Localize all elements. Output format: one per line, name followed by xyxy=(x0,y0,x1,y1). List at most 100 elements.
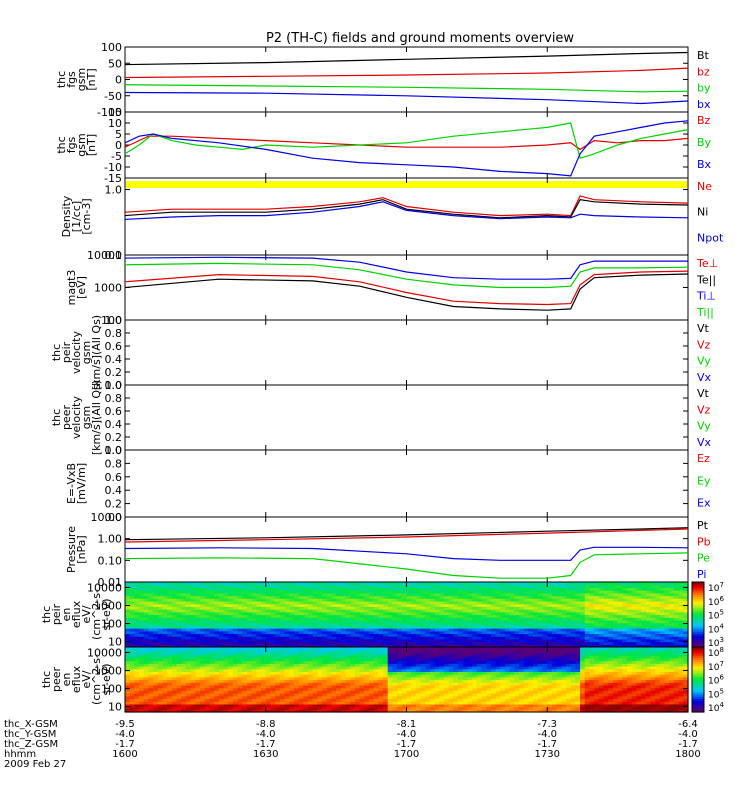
spectrogram-cell xyxy=(322,633,328,637)
spectrogram-cell xyxy=(664,600,670,605)
spectrogram-cell xyxy=(214,703,220,708)
spectrogram-cell xyxy=(171,679,178,683)
spectrogram-cell xyxy=(157,693,164,697)
spectrogram-cell xyxy=(472,636,478,640)
spectrogram-cell xyxy=(631,625,637,629)
spectrogram-cell xyxy=(303,695,309,700)
spectrogram-cell xyxy=(265,671,272,675)
spectrogram-cell xyxy=(223,709,229,713)
spectrogram-cell xyxy=(500,609,506,613)
spectrogram-cell xyxy=(566,595,572,599)
spectrogram-cell xyxy=(397,630,403,635)
spectrogram-cell xyxy=(157,665,164,670)
spectrogram-cell xyxy=(265,630,272,635)
spectrogram-cell xyxy=(218,709,225,713)
spectrogram-cell xyxy=(223,590,229,594)
spectrogram-cell xyxy=(190,584,196,589)
spectrogram-cell xyxy=(467,600,473,605)
spectrogram-cell xyxy=(153,687,159,691)
spectrogram-cell xyxy=(490,611,497,616)
spectrogram-cell xyxy=(195,592,201,597)
spectrogram-cell xyxy=(190,625,196,629)
spectrogram-cell xyxy=(429,655,436,659)
spectrogram-cell xyxy=(162,628,168,632)
spectrogram-cell xyxy=(612,619,619,624)
spectrogram-cell xyxy=(246,703,253,708)
spectrogram-cell xyxy=(392,598,398,602)
spectrogram-cell xyxy=(570,595,576,599)
spectrogram-cell xyxy=(631,587,637,591)
spectrogram-cell xyxy=(641,590,647,594)
spectrogram-cell xyxy=(270,630,276,635)
spectrogram-cell xyxy=(209,638,215,643)
spectrogram-cell xyxy=(232,582,239,586)
spectrogram-cell xyxy=(176,660,182,664)
spectrogram-cell xyxy=(275,592,281,597)
spectrogram-cell xyxy=(171,698,178,702)
spectrogram-cell xyxy=(242,647,248,651)
spectrogram-cell xyxy=(439,676,445,681)
spectrogram-cell xyxy=(148,641,154,645)
spectrogram-cell xyxy=(350,617,356,621)
spectrogram-cell xyxy=(298,695,304,700)
spectrogram-cell xyxy=(256,622,262,626)
spectrogram-cell xyxy=(673,590,680,594)
spectrogram-cell xyxy=(270,665,276,670)
spectrogram-cell xyxy=(251,628,257,632)
spectrogram-cell xyxy=(420,628,426,632)
spectrogram-cell xyxy=(232,617,239,621)
spectrogram-cell xyxy=(383,703,389,708)
spectrogram-cell xyxy=(228,657,234,662)
spectrogram-cell xyxy=(139,655,145,659)
spectrogram-cell xyxy=(397,684,403,689)
spectrogram-cell xyxy=(167,684,173,689)
spectrogram-cell xyxy=(265,644,272,648)
spectrogram-cell xyxy=(486,625,492,629)
spectrogram-cell xyxy=(467,619,473,624)
spectrogram-cell xyxy=(368,625,375,629)
spectrogram-cell xyxy=(659,611,666,616)
spectrogram-cell xyxy=(148,582,154,586)
spectrogram-cell xyxy=(570,584,576,589)
spectrogram-cell xyxy=(631,606,637,610)
spectrogram-cell xyxy=(434,695,440,700)
spectrogram-cell xyxy=(359,709,365,713)
spectrogram-cell xyxy=(458,668,464,672)
spectrogram-cell xyxy=(134,668,140,672)
spectrogram-cell xyxy=(157,595,164,599)
spectrogram-cell xyxy=(420,665,426,670)
spectrogram-cell xyxy=(176,619,182,624)
spectrogram-cell xyxy=(603,598,609,602)
spectrogram-cell xyxy=(551,628,558,632)
spectrogram-cell xyxy=(547,582,553,586)
y-tick-label: 50 xyxy=(108,57,122,70)
spectrogram-cell xyxy=(364,676,370,681)
spectrogram-cell xyxy=(261,598,267,602)
spectrogram-cell xyxy=(406,665,412,670)
spectrogram-cell xyxy=(401,695,408,700)
spectrogram-cell xyxy=(223,582,229,586)
spectrogram-cell xyxy=(401,676,408,681)
spectrogram-cell xyxy=(270,693,276,697)
spectrogram-cell xyxy=(298,690,304,694)
spectrogram-cell xyxy=(612,600,619,605)
spectrogram-cell xyxy=(246,617,253,621)
spectrogram-cell xyxy=(486,584,492,589)
spectrogram-cell xyxy=(383,587,389,591)
spectrogram-cell xyxy=(429,706,436,710)
spectrogram-cell xyxy=(397,693,403,697)
spectrogram-cell xyxy=(434,649,440,654)
spectrogram-cell xyxy=(162,703,168,708)
spectrogram-cell xyxy=(322,636,328,640)
spectrogram-cell xyxy=(359,628,365,632)
spectrogram-cell xyxy=(659,619,666,624)
spectrogram-cell xyxy=(439,652,445,656)
spectrogram-cell xyxy=(242,606,248,610)
spectrogram-cell xyxy=(589,630,595,635)
spectrogram-cell xyxy=(570,609,576,613)
spectrogram-cell xyxy=(195,600,201,605)
spectrogram-cell xyxy=(453,687,459,691)
spectrogram-cell xyxy=(439,630,445,635)
spectrogram-cell xyxy=(556,636,562,640)
spectrogram-cell xyxy=(387,703,394,708)
